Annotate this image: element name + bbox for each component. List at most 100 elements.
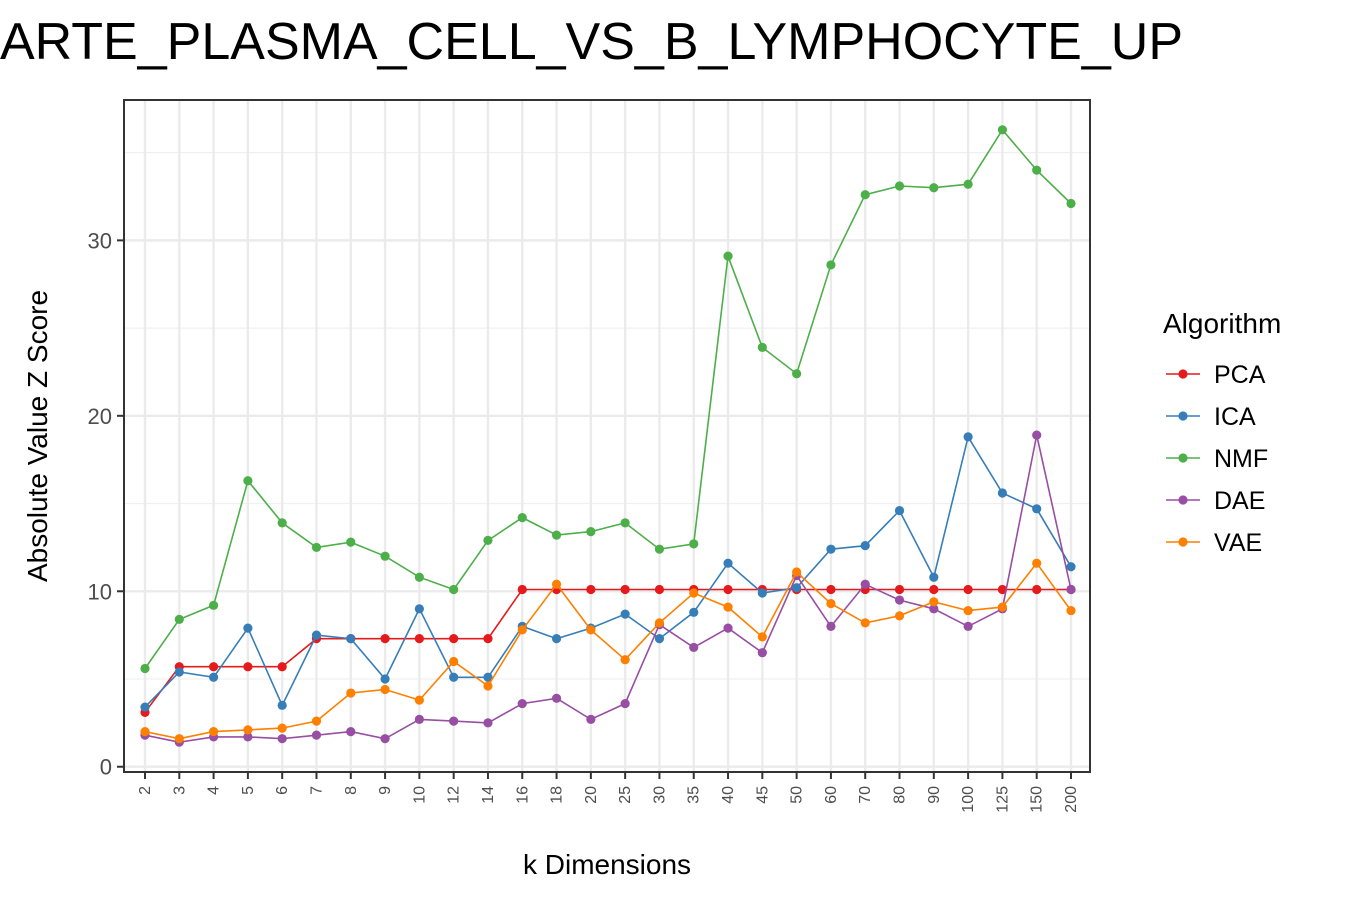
legend-key-point-nmf bbox=[1178, 453, 1188, 463]
data-point-nmf bbox=[414, 572, 424, 582]
data-point-nmf bbox=[757, 342, 767, 352]
data-point-vae bbox=[620, 655, 630, 665]
data-point-vae bbox=[208, 727, 219, 737]
x-tick-label: 9 bbox=[377, 786, 394, 795]
x-axis-label: k Dimensions bbox=[523, 849, 691, 880]
x-tick-label: 4 bbox=[206, 786, 223, 795]
legend-item-dae: DAE bbox=[1166, 487, 1265, 515]
data-point-pca bbox=[243, 662, 253, 672]
x-tick-label: 7 bbox=[308, 786, 325, 795]
data-point-dae bbox=[723, 623, 733, 633]
data-point-ica bbox=[860, 541, 870, 551]
data-point-ica bbox=[140, 702, 150, 712]
data-point-vae bbox=[689, 588, 699, 598]
x-tick-label: 18 bbox=[549, 786, 566, 804]
x-tick-label: 40 bbox=[720, 786, 737, 804]
data-point-ica bbox=[826, 544, 836, 554]
data-point-vae bbox=[792, 567, 802, 577]
data-point-ica bbox=[277, 700, 287, 710]
data-point-vae bbox=[997, 602, 1008, 612]
legend-item-ica: ICA bbox=[1166, 403, 1256, 431]
x-tick-label: 45 bbox=[754, 786, 771, 804]
data-point-ica bbox=[757, 588, 767, 598]
x-tick-label: 70 bbox=[857, 786, 874, 804]
data-point-nmf bbox=[929, 183, 939, 193]
x-tick-label: 14 bbox=[480, 786, 497, 804]
data-point-ica bbox=[449, 672, 459, 682]
data-point-pca bbox=[449, 634, 459, 644]
data-point-ica bbox=[483, 672, 493, 682]
x-tick-label: 150 bbox=[1029, 786, 1046, 813]
legend-key-point-vae bbox=[1178, 537, 1188, 547]
legend-label-nmf: NMF bbox=[1214, 445, 1268, 473]
legend-item-pca: PCA bbox=[1166, 361, 1266, 389]
data-point-vae bbox=[723, 602, 733, 612]
data-point-nmf bbox=[551, 530, 562, 540]
data-point-ica bbox=[1032, 504, 1042, 514]
x-tick-label: 100 bbox=[960, 786, 977, 813]
data-point-nmf bbox=[517, 512, 527, 523]
data-point-nmf bbox=[140, 663, 150, 674]
data-point-dae bbox=[620, 698, 630, 709]
data-point-dae bbox=[483, 718, 493, 728]
x-tick-label: 3 bbox=[171, 786, 188, 795]
data-point-vae bbox=[277, 723, 287, 733]
data-point-vae bbox=[963, 605, 973, 616]
data-point-nmf bbox=[654, 544, 665, 554]
data-point-dae bbox=[826, 621, 836, 631]
data-point-ica bbox=[654, 634, 665, 644]
data-point-nmf bbox=[997, 125, 1008, 135]
chart-title: ARTE_PLASMA_CELL_VS_B_LYMPHOCYTE_UP bbox=[0, 13, 1184, 71]
data-point-dae bbox=[1066, 584, 1076, 595]
grid-lines bbox=[124, 100, 1090, 772]
data-point-nmf bbox=[620, 518, 630, 528]
data-point-vae bbox=[860, 618, 870, 628]
legend-label-vae: VAE bbox=[1214, 529, 1262, 557]
data-point-dae bbox=[860, 579, 870, 589]
data-point-pca bbox=[826, 584, 836, 595]
data-point-pca bbox=[380, 634, 390, 644]
y-tick-label: 10 bbox=[88, 579, 112, 604]
data-point-ica bbox=[997, 488, 1008, 498]
data-point-vae bbox=[174, 734, 184, 744]
data-point-ica bbox=[243, 623, 253, 633]
x-tick-label: 16 bbox=[514, 786, 531, 804]
legend-key-point-pca bbox=[1178, 369, 1188, 379]
data-point-nmf bbox=[346, 537, 356, 547]
data-point-vae bbox=[380, 684, 390, 695]
data-point-nmf bbox=[894, 181, 905, 191]
x-tick-label: 12 bbox=[446, 786, 463, 804]
data-point-nmf bbox=[208, 600, 219, 610]
y-tick-label: 20 bbox=[88, 404, 112, 429]
data-point-vae bbox=[654, 618, 665, 628]
data-point-vae bbox=[140, 727, 150, 737]
data-point-vae bbox=[449, 656, 459, 667]
data-point-dae bbox=[586, 714, 596, 724]
series-vae bbox=[140, 558, 1076, 744]
data-point-pca bbox=[208, 662, 219, 672]
data-point-dae bbox=[414, 714, 424, 724]
x-tick-label: 20 bbox=[583, 786, 600, 804]
data-point-ica bbox=[894, 505, 905, 516]
data-point-nmf bbox=[1032, 165, 1042, 175]
data-point-dae bbox=[277, 734, 287, 744]
data-point-nmf bbox=[243, 476, 253, 486]
x-tick-label: 80 bbox=[892, 786, 909, 804]
data-point-nmf bbox=[792, 369, 802, 379]
data-point-pca bbox=[620, 584, 630, 595]
data-point-ica bbox=[551, 634, 562, 644]
data-point-vae bbox=[894, 611, 905, 621]
data-point-dae bbox=[380, 734, 390, 744]
x-tick-label: 35 bbox=[686, 786, 703, 804]
x-tick-label: 125 bbox=[994, 786, 1011, 813]
data-point-vae bbox=[483, 681, 493, 691]
data-point-pca bbox=[723, 584, 733, 595]
data-point-ica bbox=[311, 630, 322, 640]
data-point-ica bbox=[414, 604, 424, 614]
series-line-nmf bbox=[144, 128, 1072, 669]
data-point-dae bbox=[757, 648, 767, 658]
legend-title: Algorithm bbox=[1163, 308, 1281, 339]
data-point-pca bbox=[963, 584, 973, 595]
data-point-dae bbox=[346, 727, 356, 737]
legend-item-vae: VAE bbox=[1166, 529, 1262, 557]
